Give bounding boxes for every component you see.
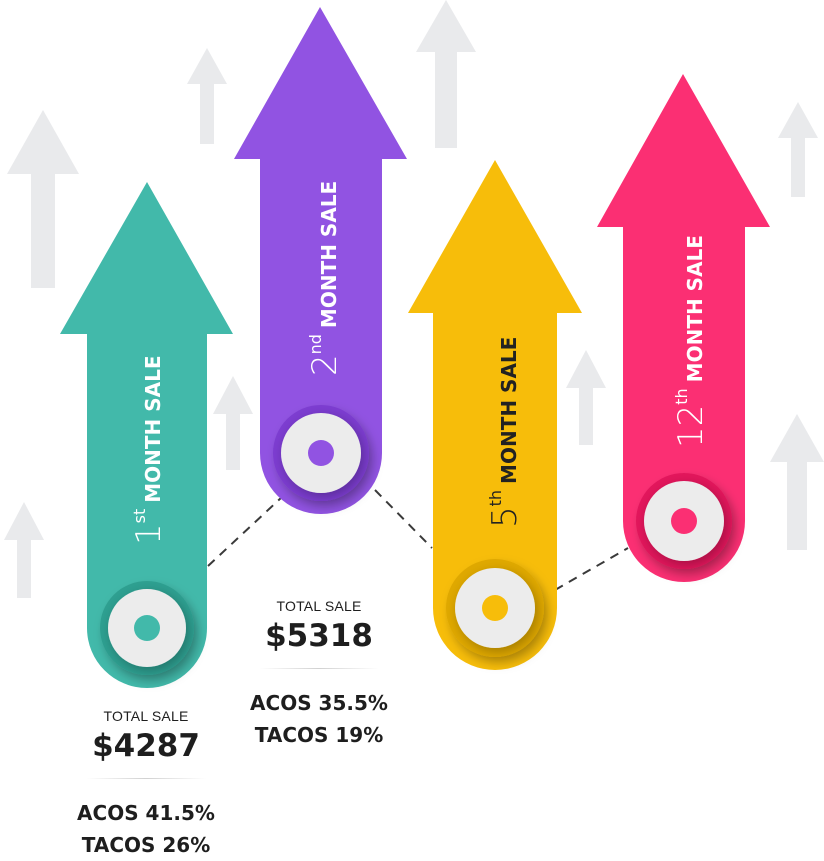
arrow-12th-sup: th (672, 388, 691, 404)
arrow-2nd-dot (308, 440, 334, 466)
background-arrow-5 (213, 376, 253, 470)
arrow-2nd-label: 2nd MONTH SALE (305, 181, 345, 376)
arrow-2nd-month: 2nd MONTH SALE (234, 7, 407, 514)
arrow-12th-shape (597, 74, 770, 582)
arrow-12th-label: 12th MONTH SALE (671, 235, 711, 448)
arrow-5th-num: 5 (485, 506, 525, 528)
arrow-5th-shape (408, 160, 582, 670)
arrow-1st-sup: st (130, 509, 149, 524)
arrow-1st-month: 1st MONTH SALE (60, 182, 233, 688)
arrow-12th-word: MONTH SALE (683, 235, 707, 382)
arrow-5th-label: 5th MONTH SALE (485, 337, 525, 528)
arrow-1st-word: MONTH SALE (141, 355, 165, 502)
background-arrow-4 (778, 102, 818, 197)
stats-second-acos: ACOS 35.5% (250, 691, 388, 715)
stats-first-acos: ACOS 41.5% (77, 801, 215, 825)
connector-1-2 (207, 496, 283, 567)
stats-first-month: TOTAL SALE $4287 ACOS 41.5% TACOS 26% (66, 708, 226, 861)
connector-5-12 (554, 547, 629, 591)
arrow-1st-label: 1st MONTH SALE (129, 355, 169, 545)
stats-first-tacos: TACOS 26% (81, 833, 211, 857)
arrow-5th-word: MONTH SALE (497, 337, 521, 484)
arrow-5th-dot (482, 595, 508, 621)
arrow-1st-shape (60, 182, 233, 688)
arrow-2nd-num: 2 (305, 354, 345, 376)
stats-first-divider (86, 778, 206, 779)
background-arrow-8 (770, 414, 824, 550)
background-arrow-3 (187, 48, 227, 144)
stats-second-divider (259, 668, 379, 669)
stats-first-label: TOTAL SALE (103, 708, 189, 724)
background-arrow-6 (566, 350, 606, 445)
arrow-5th-sup: th (486, 490, 505, 506)
arrow-2nd-sup: nd (306, 334, 325, 354)
stats-second-month: TOTAL SALE $5318 ACOS 35.5% TACOS 19% (239, 598, 399, 751)
arrow-1st-num: 1 (129, 523, 169, 545)
arrow-12th-month: 12th MONTH SALE (597, 74, 770, 582)
arrow-5th-month: 5th MONTH SALE (408, 160, 582, 670)
background-arrow-1 (7, 110, 79, 288)
arrow-12th-num: 12 (671, 405, 711, 448)
arrow-12th-dot (671, 508, 697, 534)
arrow-1st-dot (134, 615, 160, 641)
background-arrow-2 (416, 0, 476, 148)
background-arrow-7 (4, 502, 44, 598)
connector-lines (207, 489, 629, 591)
stats-second-tacos: TACOS 19% (254, 723, 384, 747)
stats-second-amount: $5318 (265, 618, 373, 654)
connector-2-5 (374, 489, 433, 549)
background-arrows (4, 0, 824, 598)
arrow-2nd-shape (234, 7, 407, 514)
arrow-2nd-word: MONTH SALE (317, 181, 341, 328)
stats-second-label: TOTAL SALE (276, 598, 362, 614)
stats-first-amount: $4287 (92, 728, 200, 764)
